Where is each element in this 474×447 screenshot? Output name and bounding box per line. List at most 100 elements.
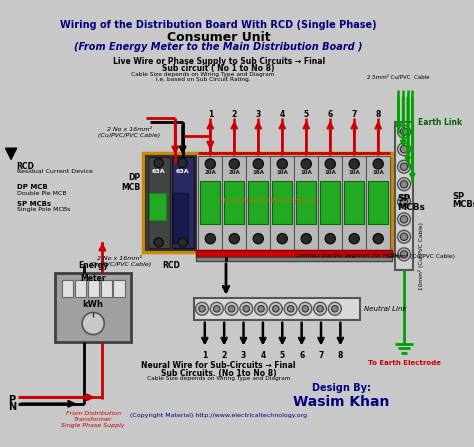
Bar bbox=[147, 157, 170, 248]
Circle shape bbox=[273, 306, 279, 312]
Bar bbox=[194, 298, 360, 320]
Text: Residual Current Device: Residual Current Device bbox=[17, 169, 92, 173]
Bar bbox=[149, 193, 166, 220]
Text: Design By:: Design By: bbox=[312, 384, 371, 393]
Bar bbox=[344, 181, 365, 224]
Text: Energy: Energy bbox=[78, 261, 108, 270]
Circle shape bbox=[332, 306, 338, 312]
Circle shape bbox=[178, 238, 187, 247]
Text: Single Pole MCBs: Single Pole MCBs bbox=[17, 207, 70, 212]
Text: 5: 5 bbox=[304, 110, 309, 119]
Circle shape bbox=[154, 238, 163, 247]
Bar bbox=[366, 156, 390, 250]
Text: 2: 2 bbox=[221, 351, 227, 360]
Circle shape bbox=[401, 181, 408, 188]
Circle shape bbox=[302, 306, 309, 312]
Circle shape bbox=[398, 248, 410, 261]
Circle shape bbox=[301, 159, 311, 169]
Circle shape bbox=[314, 302, 327, 315]
Text: 8: 8 bbox=[375, 110, 381, 119]
Text: N: N bbox=[8, 402, 16, 412]
Circle shape bbox=[253, 159, 264, 169]
Circle shape bbox=[214, 306, 220, 312]
Circle shape bbox=[401, 198, 408, 206]
Circle shape bbox=[325, 234, 335, 244]
Text: 2 No x 16mm²
(Cu/PVC/PVC Cable): 2 No x 16mm² (Cu/PVC/PVC Cable) bbox=[98, 127, 160, 138]
Text: To Earth Electrode: To Earth Electrode bbox=[367, 360, 440, 367]
Circle shape bbox=[398, 230, 410, 243]
Circle shape bbox=[225, 302, 238, 315]
Text: 10A: 10A bbox=[324, 170, 336, 175]
Circle shape bbox=[398, 160, 410, 173]
Text: Meter: Meter bbox=[81, 274, 106, 283]
Text: 2.5mm² Cu/PVC  Cable: 2.5mm² Cu/PVC Cable bbox=[367, 74, 430, 79]
Text: MCBs: MCBs bbox=[452, 200, 474, 209]
Text: Consumer Unit: Consumer Unit bbox=[167, 31, 271, 44]
Bar bbox=[143, 153, 392, 253]
Circle shape bbox=[301, 234, 311, 244]
Circle shape bbox=[277, 234, 287, 244]
Text: 6: 6 bbox=[299, 351, 304, 360]
Bar bbox=[200, 181, 220, 224]
Text: 10A: 10A bbox=[348, 170, 360, 175]
Text: 10A: 10A bbox=[301, 170, 312, 175]
Circle shape bbox=[398, 213, 410, 226]
Bar bbox=[248, 181, 268, 224]
Text: 10mm² (Cu/PVC Cable): 10mm² (Cu/PVC Cable) bbox=[418, 222, 424, 290]
Bar bbox=[296, 181, 317, 224]
Bar bbox=[88, 280, 99, 297]
Text: MCBs: MCBs bbox=[398, 202, 426, 212]
Bar bbox=[113, 280, 125, 297]
Text: From Distribution
Transformer
Single Phase Supply: From Distribution Transformer Single Pha… bbox=[61, 411, 125, 428]
Circle shape bbox=[373, 159, 383, 169]
Circle shape bbox=[277, 159, 287, 169]
Text: Neutral Link: Neutral Link bbox=[365, 306, 407, 312]
Circle shape bbox=[284, 302, 297, 315]
Circle shape bbox=[328, 302, 341, 315]
Text: 8: 8 bbox=[337, 351, 343, 360]
Text: Neural Wire for Sub-Circuits → Final: Neural Wire for Sub-Circuits → Final bbox=[141, 361, 296, 371]
Circle shape bbox=[205, 159, 215, 169]
Circle shape bbox=[255, 302, 267, 315]
Circle shape bbox=[317, 306, 323, 312]
Circle shape bbox=[401, 163, 408, 170]
Bar bbox=[320, 181, 340, 224]
Circle shape bbox=[349, 159, 359, 169]
Circle shape bbox=[325, 159, 335, 169]
Bar bbox=[222, 156, 246, 250]
Circle shape bbox=[299, 302, 312, 315]
Circle shape bbox=[287, 306, 294, 312]
Text: 10A: 10A bbox=[373, 170, 384, 175]
Bar bbox=[395, 122, 413, 270]
Text: DP MCB: DP MCB bbox=[17, 184, 47, 190]
Text: 20A: 20A bbox=[204, 170, 216, 175]
Circle shape bbox=[398, 125, 410, 138]
Bar bbox=[224, 181, 245, 224]
Text: P: P bbox=[9, 396, 16, 405]
Bar bbox=[146, 156, 197, 250]
Circle shape bbox=[240, 302, 253, 315]
Bar bbox=[368, 181, 388, 224]
Circle shape bbox=[199, 306, 205, 312]
Text: Sub Circuits. (No 1to No 8): Sub Circuits. (No 1to No 8) bbox=[161, 369, 276, 378]
Text: 20A: 20A bbox=[228, 170, 240, 175]
Text: SP: SP bbox=[398, 194, 410, 203]
Text: 4: 4 bbox=[260, 351, 265, 360]
Text: (From Energy Meter to the Main Distribution Board ): (From Energy Meter to the Main Distribut… bbox=[74, 42, 363, 52]
Bar bbox=[173, 193, 188, 243]
Text: 1: 1 bbox=[208, 110, 213, 119]
Text: Earth Link: Earth Link bbox=[418, 118, 462, 127]
Bar bbox=[198, 156, 222, 250]
Circle shape bbox=[229, 234, 239, 244]
Circle shape bbox=[258, 306, 264, 312]
Circle shape bbox=[253, 234, 264, 244]
Text: 3: 3 bbox=[241, 351, 246, 360]
Text: RCD: RCD bbox=[163, 261, 181, 270]
Circle shape bbox=[269, 302, 283, 315]
Text: Live Wire or Phase Supply to Sub Circuits → Final: Live Wire or Phase Supply to Sub Circuit… bbox=[112, 57, 325, 66]
Bar bbox=[197, 257, 392, 261]
Circle shape bbox=[349, 234, 359, 244]
Text: 63A: 63A bbox=[152, 169, 165, 174]
Bar bbox=[75, 280, 86, 297]
Text: 16A: 16A bbox=[252, 170, 264, 175]
